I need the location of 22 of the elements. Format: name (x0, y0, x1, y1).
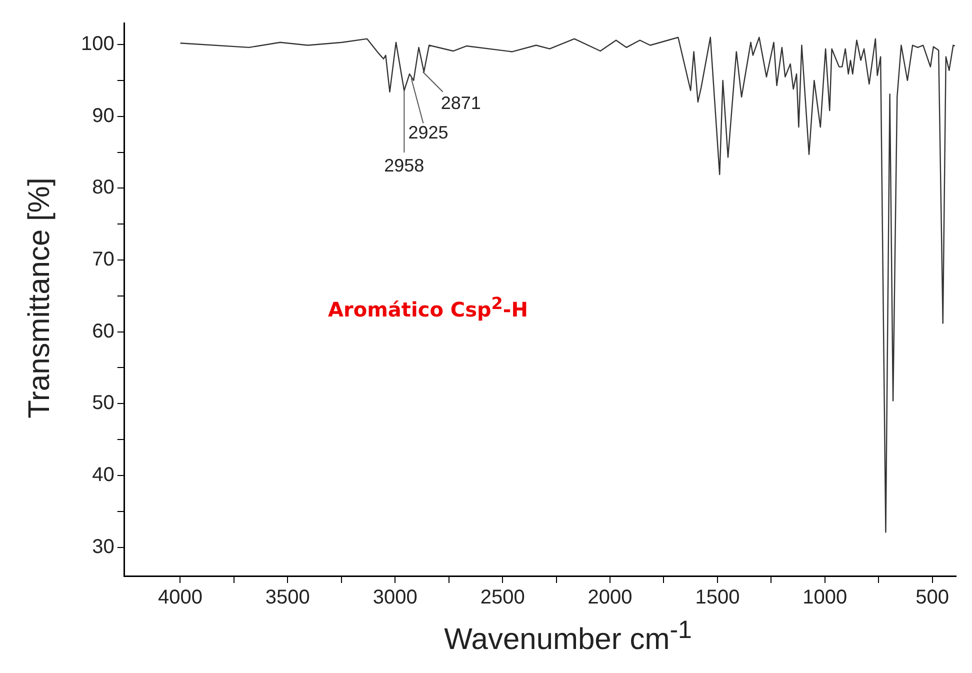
y-tick-label: 90 (92, 104, 114, 127)
x-tick-label: 2000 (588, 586, 632, 609)
y-tick-label: 60 (92, 320, 114, 342)
y-tick-label: 50 (92, 392, 114, 414)
y-tick-label: 100 (80, 33, 114, 56)
y-tick-label: 70 (92, 248, 114, 271)
annotation: Aromático Csp$^{2}$-H (328, 294, 528, 322)
annotation: 2925 (408, 122, 448, 142)
x-tick-label: 1500 (695, 586, 740, 609)
x-tick-label: 3500 (265, 586, 310, 609)
annotation: 2958 (384, 155, 424, 176)
annotation: 2871 (440, 92, 481, 113)
x-tick-label: 1000 (802, 586, 848, 609)
y-tick-label: 40 (92, 464, 114, 486)
y-tick-label: 80 (92, 176, 114, 199)
y-tick-label: 30 (92, 536, 114, 558)
y-axis-title: Transmittance [%] (23, 178, 57, 418)
x-tick-label: 3000 (372, 586, 418, 609)
x-tick-label: 2500 (480, 586, 525, 609)
x-tick-label: 4000 (158, 586, 202, 609)
x-axis-title: Wavenumber cm$^{-1}$ (444, 616, 692, 657)
x-tick-label: 500 (916, 586, 950, 609)
